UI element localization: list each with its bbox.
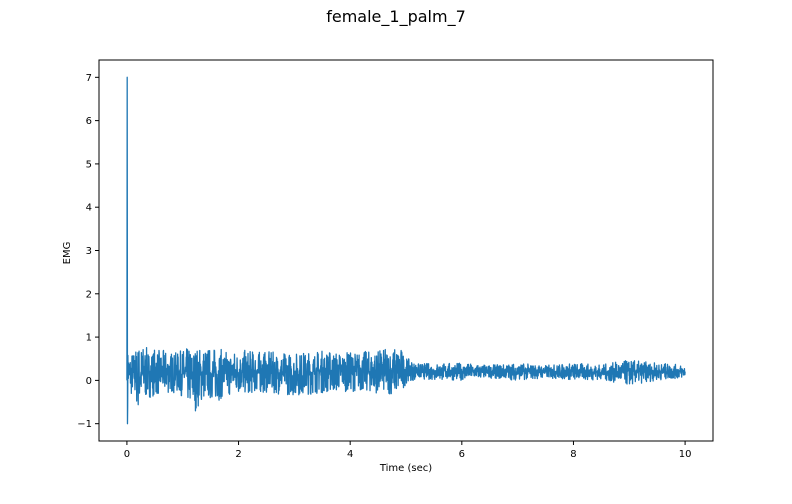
- x-tick-label: 0: [124, 449, 130, 460]
- x-axis-ticks: 0 2 4 6 8 10: [124, 441, 692, 460]
- plot-area: [126, 76, 686, 425]
- axes-frame: [98, 59, 714, 442]
- y-tick-label: 2: [86, 289, 92, 300]
- y-tick-label: 6: [86, 116, 92, 127]
- y-tick-label: 1: [86, 333, 92, 344]
- y-tick-label: −1: [77, 419, 92, 430]
- x-tick-label: 4: [347, 449, 353, 460]
- y-tick-label: 4: [86, 203, 92, 214]
- x-tick-label: 8: [570, 449, 576, 460]
- y-tick-label: 5: [86, 159, 92, 170]
- x-tick-label: 10: [679, 449, 692, 460]
- x-tick-label: 6: [459, 449, 465, 460]
- y-tick-label: 3: [86, 246, 92, 257]
- emg-series-line: [126, 76, 686, 425]
- x-tick-label: 2: [235, 449, 241, 460]
- y-axis-label: EMG: [62, 242, 73, 265]
- y-tick-label: 7: [86, 73, 92, 84]
- y-tick-label: 0: [86, 376, 92, 387]
- x-axis-label: Time (sec): [379, 463, 432, 474]
- chart-title: female_1_palm_7: [326, 7, 466, 27]
- y-axis-ticks: −1 0 1 2 3 4 5 6 7: [77, 73, 99, 430]
